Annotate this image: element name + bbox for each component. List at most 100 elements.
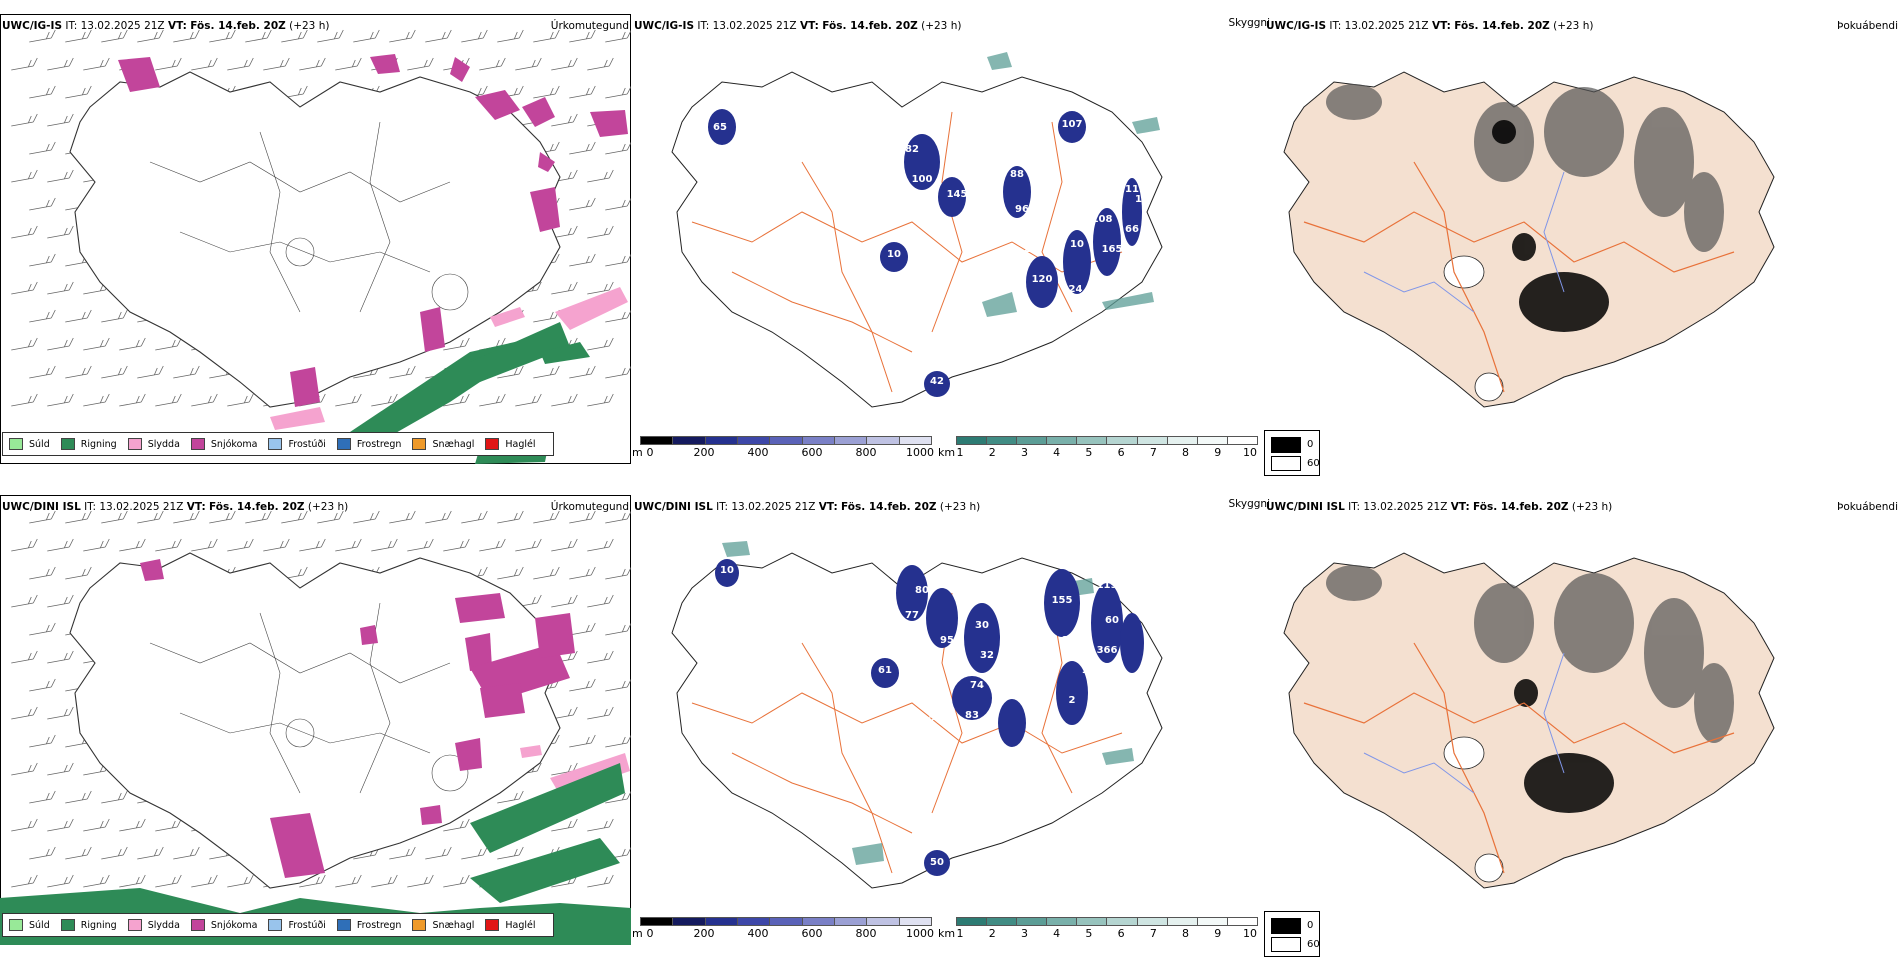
colorbar-tick: 6: [1117, 927, 1125, 940]
wind-barb: [29, 846, 56, 860]
wind-barb: [281, 510, 308, 524]
lead-time: (+23 h): [307, 501, 349, 513]
wind-barb: [551, 113, 578, 127]
legend-item: Slydda: [127, 919, 180, 931]
wind-barb: [425, 510, 452, 524]
wind-barb: [29, 197, 56, 211]
wind-barb: [461, 510, 488, 524]
colorbar-segment: [737, 437, 771, 444]
panel-header: UWC/IG-IS IT: 13.02.2025 21Z VT: Fös. 14…: [634, 20, 961, 32]
model-label: UWC/DINI ISL: [2, 501, 81, 513]
elevation-label: 61: [878, 665, 892, 676]
fog-legend-value: 60: [1307, 458, 1320, 469]
precip-type-panel: UWC/IG-IS IT: 13.02.2025 21Z VT: Fös. 14…: [0, 12, 631, 464]
iceland-coastline: [671, 71, 1163, 408]
wind-barb: [515, 57, 542, 71]
legend-label: Frostregn: [356, 919, 402, 931]
wind-barb: [569, 253, 596, 267]
legend-item: Snjókoma: [190, 919, 257, 931]
wind-barb: [569, 197, 596, 211]
colorbar-segment: [1197, 437, 1228, 444]
colorbar-tick: 7: [1149, 927, 1157, 940]
wind-barb: [587, 594, 614, 608]
precip-map[interactable]: [0, 493, 631, 945]
wind-barb: [569, 141, 596, 155]
visibility-map[interactable]: 1080779561303274831201551191443661926021…: [632, 493, 1264, 945]
colorbar-tick: 3: [1020, 446, 1028, 459]
elevation-label: 15: [1135, 194, 1149, 205]
legend-swatch: [9, 438, 23, 450]
vt-value: Fös. 14.feb. 20Z: [841, 501, 937, 513]
wind-barb: [209, 510, 236, 524]
legend-item: Rigning: [60, 919, 117, 931]
colorbar-segment: [1107, 918, 1138, 925]
colorbar-tick: 600: [801, 927, 823, 940]
wind-barb: [335, 538, 362, 552]
wind-barb: [47, 706, 74, 720]
wind-barb: [605, 141, 631, 155]
fog-dense: [1514, 679, 1614, 813]
elevation-label: 70: [1035, 785, 1049, 796]
colorbar-segment: [834, 437, 868, 444]
wind-barb: [101, 309, 128, 323]
it-value: 13.02.2025 21Z: [731, 501, 816, 513]
fog-map[interactable]: [1264, 493, 1900, 945]
wind-barb: [47, 650, 74, 664]
panel-header: UWC/DINI ISL IT: 13.02.2025 21Z VT: Fös.…: [2, 501, 348, 513]
wind-barb: [479, 393, 506, 407]
legend-label: Rigning: [80, 919, 117, 931]
lead-time: (+23 h): [921, 20, 962, 32]
wind-barb: [443, 538, 470, 552]
elevation-label: 73: [1085, 725, 1099, 736]
wind-barb: [569, 365, 596, 379]
wind-barb: [83, 393, 110, 407]
fog-panel: UWC/DINI ISL IT: 13.02.2025 21Z VT: Fös.…: [1264, 493, 1900, 945]
rain-areas: [350, 322, 590, 464]
colorbar-segment: [867, 918, 900, 925]
panel-title: Þokuábendi: [1837, 20, 1898, 32]
wind-barb: [65, 365, 92, 379]
colorbar-tick: 3: [1020, 927, 1028, 940]
vt-label: VT:: [1431, 20, 1451, 32]
it-label: IT:: [84, 501, 97, 513]
legend-item: Frostregn: [336, 438, 401, 450]
colorbar-segment: [673, 437, 706, 444]
wind-barb: [551, 281, 578, 295]
colorbar-tick: 0: [646, 446, 654, 459]
colorbar-segment: [705, 437, 738, 444]
wind-barb: [605, 678, 631, 692]
fog-legend-swatch-clear: [1271, 456, 1301, 471]
sleet-areas: [270, 287, 628, 430]
wind-barb: [11, 874, 38, 888]
visibility-areas: [982, 52, 1160, 317]
wind-barb: [119, 874, 146, 888]
wind-barb: [587, 650, 614, 664]
wind-barb: [101, 790, 128, 804]
legend-swatch: [485, 438, 500, 450]
colorbar-tick: 8: [1182, 446, 1190, 459]
wind-barb: [29, 734, 56, 748]
elevation-blobs: [715, 559, 1144, 876]
colorbar-tick: 1000: [906, 927, 934, 940]
wind-barb: [389, 510, 416, 524]
fog-panel: UWC/IG-IS IT: 13.02.2025 21Z VT: Fös. 14…: [1264, 12, 1900, 464]
colorbar-segment: [987, 918, 1018, 925]
wind-barb: [587, 818, 614, 832]
legend-item: Frostúði: [268, 919, 326, 931]
wind-barb: [83, 818, 110, 832]
wind-barb: [263, 57, 290, 71]
elevation-ramp: [640, 436, 932, 445]
colorbar-segment: [899, 437, 931, 444]
elevation-label: 60: [1105, 615, 1119, 626]
wind-barb: [11, 225, 38, 239]
legend-swatch: [412, 438, 427, 450]
fog-map[interactable]: [1264, 12, 1900, 464]
wind-barb: [101, 365, 128, 379]
precip-map[interactable]: [0, 12, 631, 464]
fog-legend-value: 0: [1307, 439, 1314, 450]
visibility-ramp: [956, 917, 1258, 926]
visibility-map[interactable]: 1065821001451088961201012416510866107601…: [632, 12, 1264, 464]
model-label: UWC/IG-IS: [2, 20, 63, 32]
wind-barb: [335, 57, 362, 71]
wind-barb: [551, 57, 578, 71]
